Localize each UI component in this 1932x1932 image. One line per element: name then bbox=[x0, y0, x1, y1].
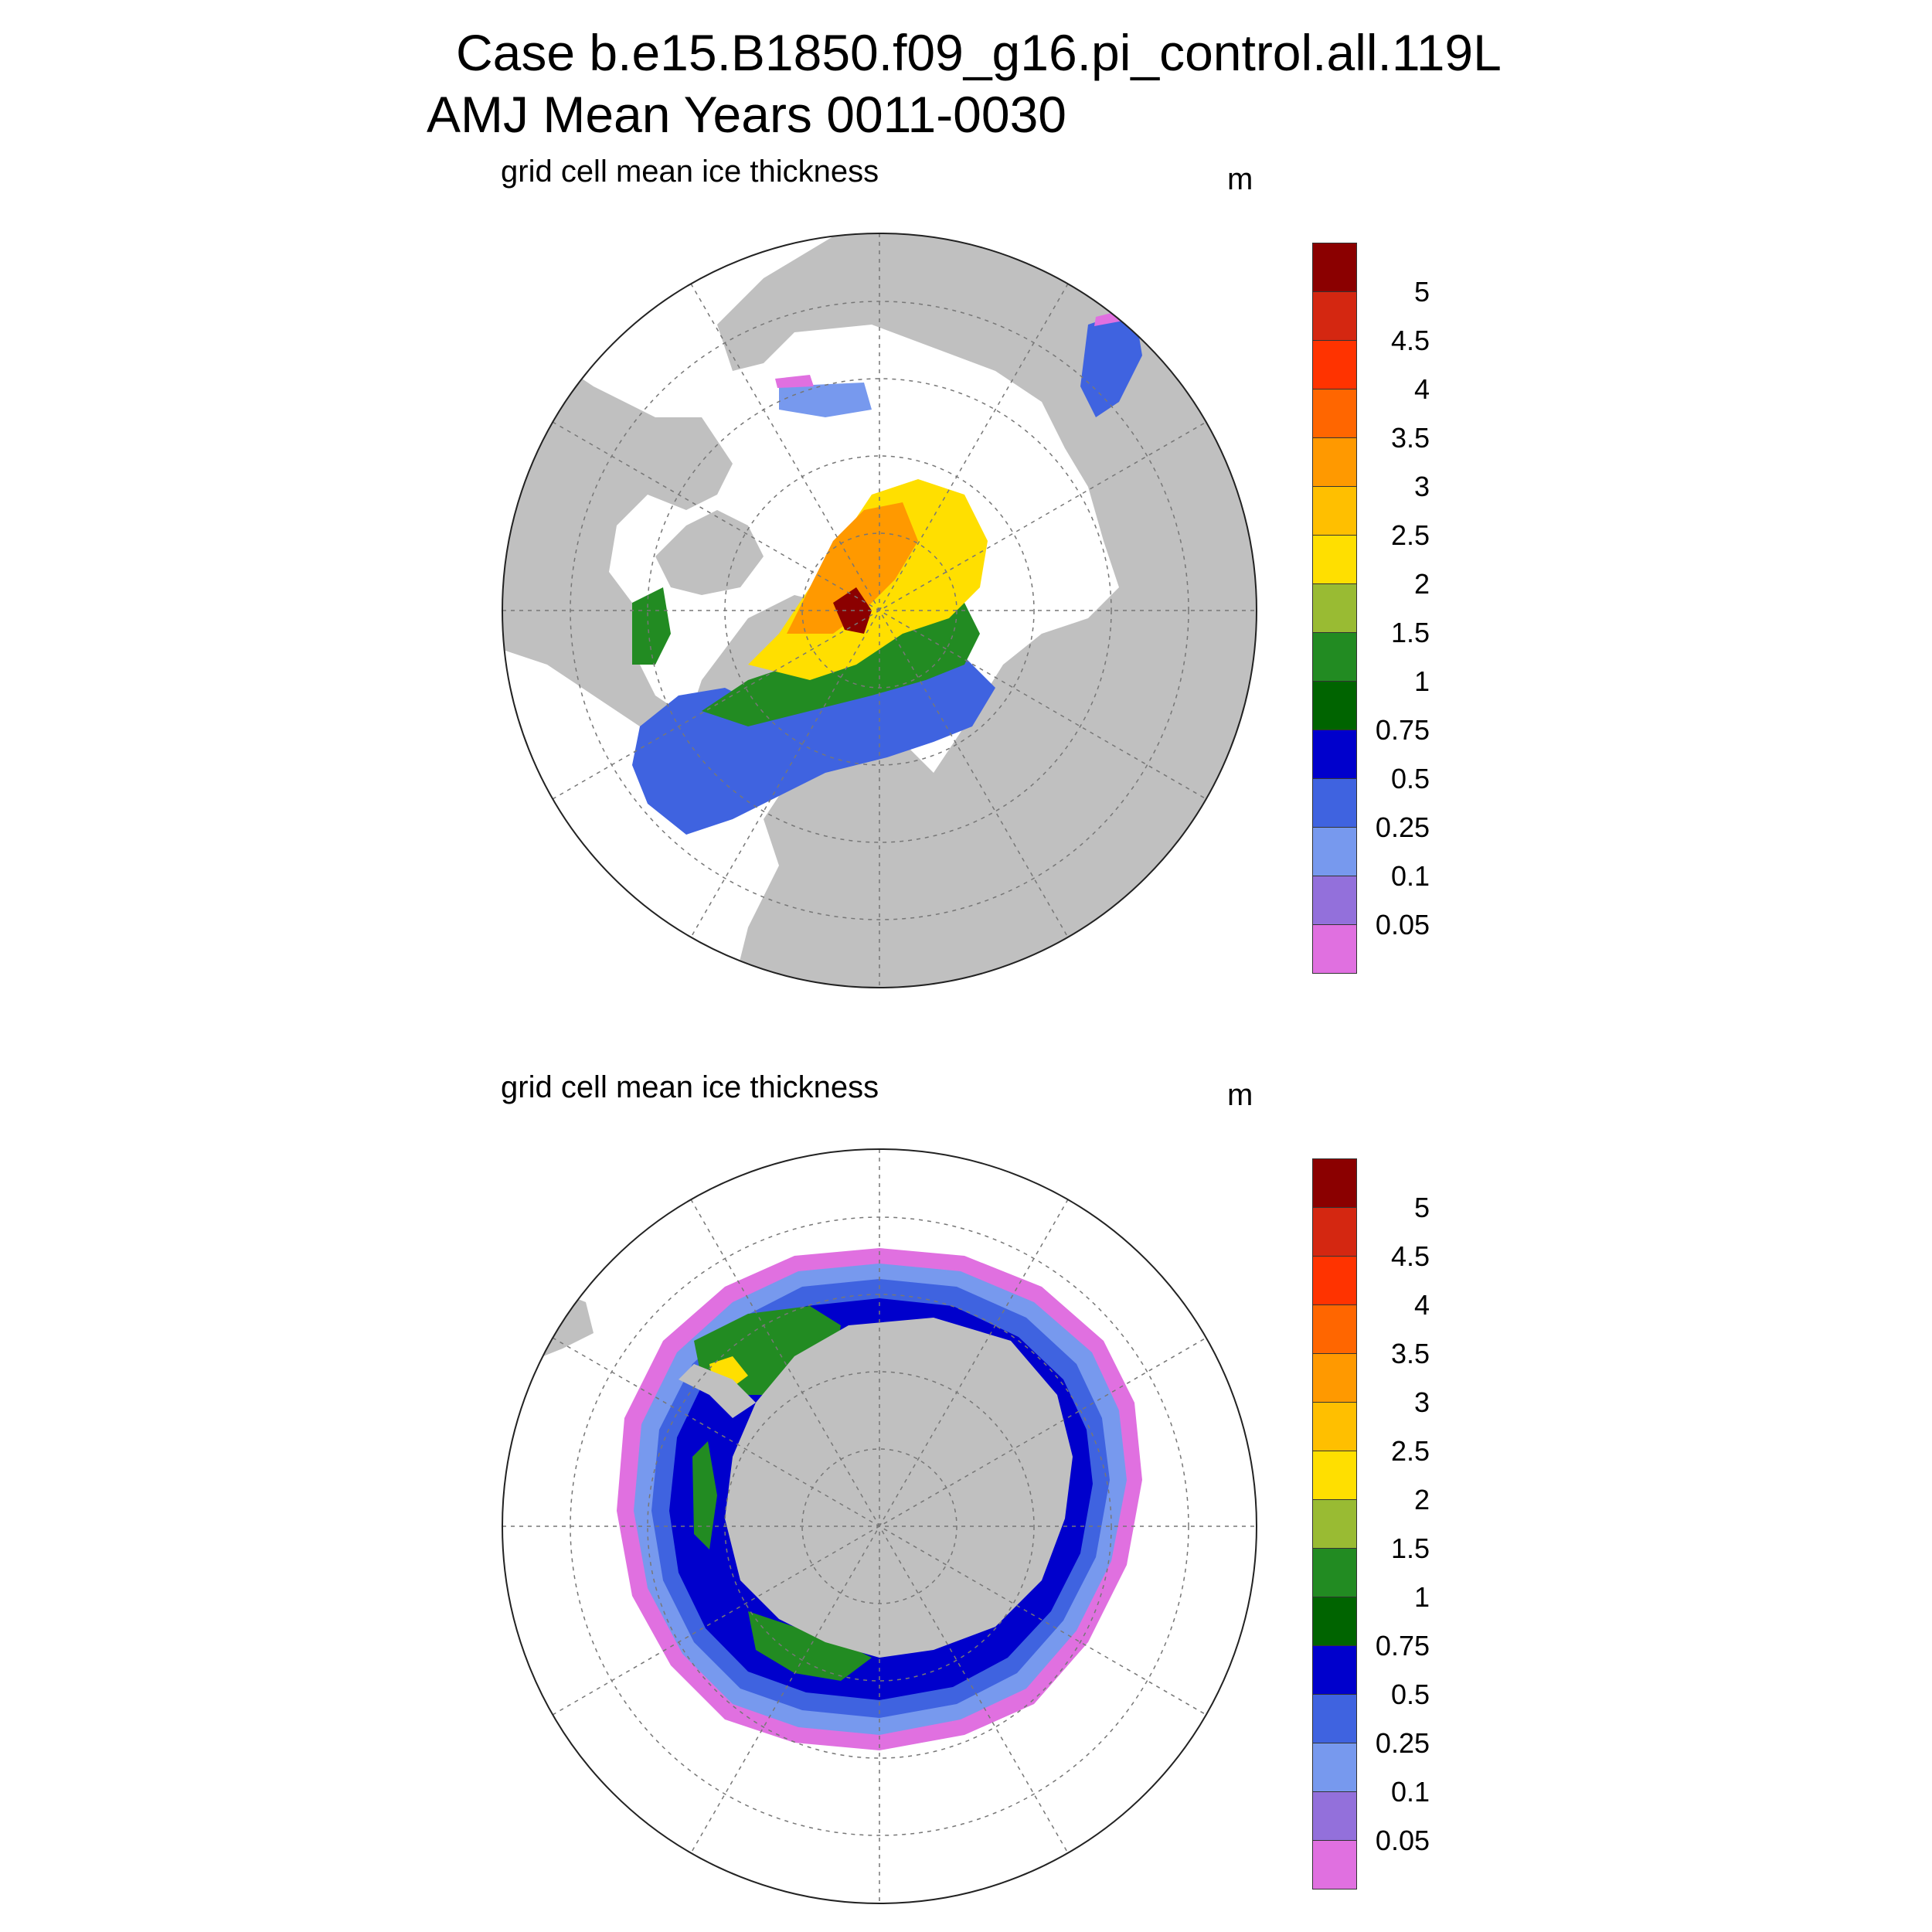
south-colorbar-level-label: 3 bbox=[1413, 1386, 1430, 1418]
north-ice-baffin-green bbox=[632, 587, 671, 665]
north-map-border bbox=[502, 233, 1257, 988]
north-ice-bering bbox=[779, 383, 872, 417]
north-land-north-america bbox=[502, 325, 733, 773]
north-colorbar-swatch bbox=[1312, 583, 1357, 633]
north-colorbar-swatch bbox=[1312, 876, 1357, 925]
north-colorbar-labels: 5 4.5 4 3.5 3 2.5 2 1.5 1 0.75 0.5 0.25 0.1 0.05 bbox=[1368, 243, 1430, 985]
north-colorbar-level-label: 1 bbox=[1413, 665, 1430, 697]
south-colorbar-level-label: 0.05 bbox=[1375, 1825, 1430, 1856]
north-colorbar-level-label: 0.25 bbox=[1375, 811, 1430, 843]
south-map-border bbox=[502, 1148, 1257, 1904]
north-colorbar-level-label: 3.5 bbox=[1390, 422, 1430, 454]
south-colorbar-swatch bbox=[1312, 1597, 1357, 1646]
south-colorbar-swatch bbox=[1312, 1158, 1357, 1208]
north-colorbar-swatch bbox=[1312, 340, 1357, 389]
south-land-antarctica bbox=[725, 1318, 1073, 1658]
north-colorbar-level-label: 2 bbox=[1413, 568, 1430, 600]
north-colorbar-swatch bbox=[1312, 827, 1357, 876]
south-colorbar-labels: 5 4.5 4 3.5 3 2.5 2 1.5 1 0.75 0.5 0.25 0.1 0.05 bbox=[1368, 1159, 1430, 1901]
south-colorbar-level-label: 4.5 bbox=[1390, 1240, 1430, 1272]
north-colorbar-swatch bbox=[1312, 437, 1357, 487]
north-colorbar-level-label: 4 bbox=[1413, 373, 1430, 405]
north-colorbar-level-label: 0.75 bbox=[1375, 714, 1430, 746]
north-graticule bbox=[502, 233, 1257, 988]
south-land-peninsula bbox=[679, 1364, 756, 1418]
south-colorbar-level-label: 0.1 bbox=[1390, 1776, 1430, 1808]
north-colorbar-level-label: 1.5 bbox=[1390, 617, 1430, 648]
south-colorbar-swatch bbox=[1312, 1694, 1357, 1743]
figure-title-line2: AMJ Mean Years 0011-0030 bbox=[427, 86, 1066, 143]
south-panel-variable-label: grid cell mean ice thickness bbox=[501, 1070, 879, 1104]
north-colorbar-swatch bbox=[1312, 730, 1357, 779]
south-colorbar-level-label: 0.5 bbox=[1390, 1679, 1430, 1710]
south-colorbar-swatch bbox=[1312, 1353, 1357, 1403]
south-colorbar-swatch bbox=[1312, 1840, 1357, 1889]
south-colorbar-level-label: 3.5 bbox=[1390, 1338, 1430, 1369]
south-ice-green-ross bbox=[748, 1611, 872, 1681]
figure-title-line1: Case b.e15.B1850.f09_g16.pi_control.all.… bbox=[456, 24, 1502, 81]
south-colorbar-level-label: 0.25 bbox=[1375, 1727, 1430, 1759]
north-land-eurasia bbox=[717, 233, 1257, 988]
south-colorbar-level-label: 4 bbox=[1413, 1289, 1430, 1321]
north-polar-map bbox=[502, 233, 1257, 988]
south-panel-units-label: m bbox=[1227, 1078, 1253, 1112]
south-colorbar-level-label: 0.75 bbox=[1375, 1630, 1430, 1662]
south-polar-map bbox=[502, 1148, 1257, 1904]
north-colorbar-swatch bbox=[1312, 778, 1357, 828]
north-colorbar-level-label: 5 bbox=[1413, 276, 1430, 308]
north-colorbar-level-label: 2.5 bbox=[1390, 519, 1430, 551]
north-panel-variable-label: grid cell mean ice thickness bbox=[501, 155, 879, 189]
north-ice-orange bbox=[787, 502, 918, 634]
south-colorbar-swatch bbox=[1312, 1791, 1357, 1841]
south-ice-green-west bbox=[692, 1441, 717, 1549]
south-colorbar-swatch bbox=[1312, 1743, 1357, 1792]
north-colorbar-level-label: 0.1 bbox=[1390, 860, 1430, 892]
north-ice-okhotsk bbox=[1080, 309, 1142, 417]
south-colorbar-swatch bbox=[1312, 1499, 1357, 1549]
south-colorbar-level-label: 1 bbox=[1413, 1581, 1430, 1613]
north-colorbar-swatch bbox=[1312, 681, 1357, 730]
north-colorbar-swatch bbox=[1312, 486, 1357, 536]
south-colorbar-level-label: 2.5 bbox=[1390, 1435, 1430, 1467]
north-colorbar-level-label: 4.5 bbox=[1390, 325, 1430, 356]
north-colorbar-swatch bbox=[1312, 389, 1357, 438]
south-colorbar-swatch bbox=[1312, 1304, 1357, 1354]
north-colorbar-swatch bbox=[1312, 291, 1357, 341]
south-colorbar-swatch bbox=[1312, 1207, 1357, 1257]
north-colorbar-swatch bbox=[1312, 632, 1357, 682]
north-colorbar bbox=[1312, 243, 1357, 974]
south-colorbar-swatch bbox=[1312, 1548, 1357, 1597]
south-colorbar-swatch bbox=[1312, 1402, 1357, 1451]
south-graticule bbox=[502, 1149, 1257, 1903]
south-colorbar-level-label: 1.5 bbox=[1390, 1532, 1430, 1564]
north-panel-units-label: m bbox=[1227, 162, 1253, 196]
south-colorbar-level-label: 5 bbox=[1413, 1192, 1430, 1223]
north-colorbar-level-label: 0.5 bbox=[1390, 763, 1430, 794]
north-colorbar-level-label: 0.05 bbox=[1375, 909, 1430, 940]
south-colorbar-swatch bbox=[1312, 1256, 1357, 1305]
north-colorbar-swatch bbox=[1312, 243, 1357, 292]
north-land-archipelago bbox=[655, 510, 764, 595]
north-colorbar-swatch bbox=[1312, 924, 1357, 974]
north-colorbar-swatch bbox=[1312, 535, 1357, 584]
south-colorbar-swatch bbox=[1312, 1451, 1357, 1500]
south-colorbar-swatch bbox=[1312, 1645, 1357, 1695]
south-colorbar bbox=[1312, 1158, 1357, 1889]
north-colorbar-level-label: 3 bbox=[1413, 471, 1430, 502]
north-ice-bering-edge bbox=[775, 375, 814, 388]
south-colorbar-level-label: 2 bbox=[1413, 1484, 1430, 1515]
